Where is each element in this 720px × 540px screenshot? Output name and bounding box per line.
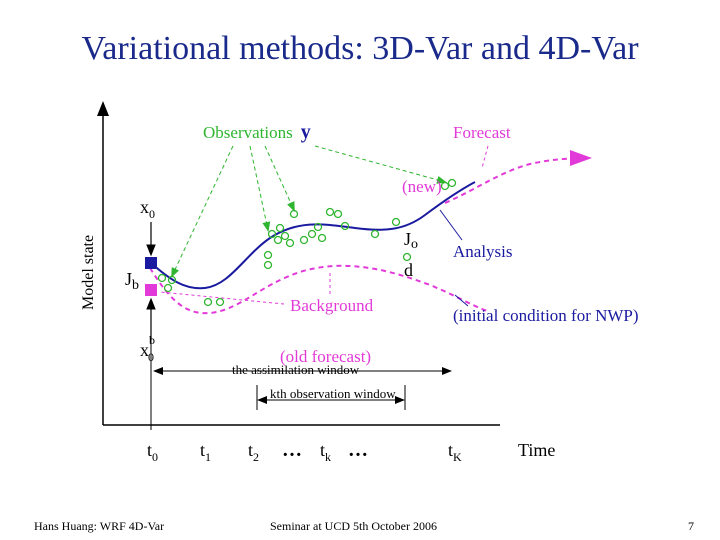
d-label: d bbox=[404, 260, 413, 280]
old-forecast-label: (old forecast) bbox=[280, 347, 371, 366]
kth-window-label: kth observation window bbox=[270, 386, 396, 401]
tick-dots-1: … bbox=[282, 439, 302, 461]
x0b-label: xb 0 bbox=[140, 333, 155, 364]
forecast-pointer bbox=[481, 145, 489, 169]
tick-tk: tk bbox=[320, 440, 331, 464]
initial-condition-label: (initial condition for NWP) bbox=[453, 306, 639, 325]
new-label: (new) bbox=[402, 177, 442, 196]
obs-pointer-1 bbox=[171, 145, 234, 278]
jo-text: Jo bbox=[0, 0, 1, 1]
footer-left: Hans Huang: WRF 4D-Var bbox=[34, 519, 165, 533]
analysis-pointer bbox=[439, 209, 463, 241]
x0b-square bbox=[145, 284, 157, 296]
forecast-label: Forecast bbox=[453, 123, 511, 142]
background-curve bbox=[149, 264, 491, 315]
obs-pointer-3 bbox=[264, 145, 295, 212]
initial-condition-pointer bbox=[454, 294, 469, 307]
assimilation-window-label: the assimilation window bbox=[232, 362, 360, 377]
analysis-curve bbox=[149, 181, 476, 290]
jb-label: Jb bbox=[125, 269, 139, 293]
y-axis-label: Model state bbox=[80, 235, 97, 310]
forecast-curve bbox=[444, 157, 581, 204]
observation-points bbox=[157, 178, 457, 307]
x-axis-label: Time bbox=[518, 440, 555, 460]
obs-pointer-4 bbox=[314, 145, 447, 184]
analysis-label: Analysis bbox=[453, 242, 513, 261]
tick-t0: t0 bbox=[147, 440, 158, 464]
page-number: 7 bbox=[688, 519, 694, 533]
x0-square bbox=[145, 257, 157, 269]
tick-dots-2: … bbox=[348, 439, 368, 461]
tick-tK: tK bbox=[448, 440, 462, 464]
background-pointer-2 bbox=[159, 291, 285, 305]
background-label: Background bbox=[290, 296, 374, 315]
forecast-arrowhead bbox=[570, 150, 592, 166]
slide-title: Variational methods: 3D-Var and 4D-Var bbox=[81, 30, 639, 67]
x0-label: x0 bbox=[140, 197, 155, 221]
jb-text: Jb bbox=[0, 0, 1, 1]
tick-t2: t2 bbox=[248, 440, 259, 464]
jo-label: Jo bbox=[404, 229, 418, 252]
observations-label: Observations y bbox=[203, 121, 311, 143]
obs-pointer-2 bbox=[249, 145, 271, 232]
tick-t1: t1 bbox=[200, 440, 211, 464]
footer-center: Seminar at UCD 5th October 2006 bbox=[270, 519, 437, 533]
